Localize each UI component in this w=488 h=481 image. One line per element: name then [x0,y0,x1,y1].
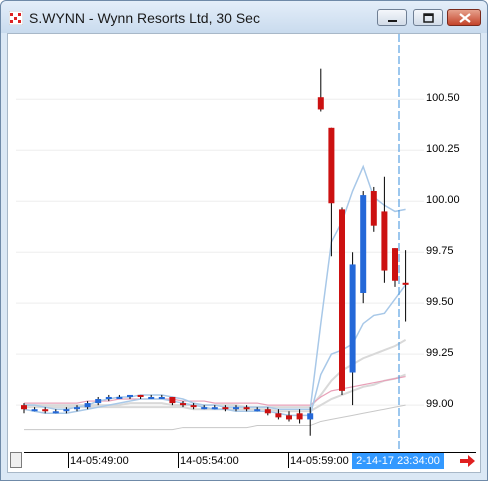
candle-up [233,407,239,410]
candle-up [254,409,261,412]
candle-up [95,399,102,404]
price-tick-label: 100.00 [426,194,460,207]
price-tick-label: 100.25 [426,143,460,156]
time-tick-label: 14-05:54:00 [180,455,239,467]
price-tick-label: 99.00 [426,398,454,411]
time-tick-mark [68,452,69,468]
chart-area [7,33,481,473]
candle-up [211,407,218,410]
moving-average-gray-upper [24,339,407,409]
candle-down [317,97,324,110]
moving-average-blue-upper [24,164,406,410]
candle-down [381,211,388,271]
price-tick-label: 99.75 [426,245,454,258]
candle-down [328,127,335,204]
candle-up [105,396,112,400]
candle-down [42,409,49,412]
candle-up [307,413,314,420]
scroll-left-box[interactable] [10,452,22,468]
app-icon [9,11,23,25]
candle-down [169,396,176,404]
candle-up [63,409,70,412]
time-tick-label: 14-05:49:00 [70,455,129,467]
time-tick-label: 14-05:59:00 [290,455,349,467]
candle-down [370,191,377,226]
price-tick-label: 100.50 [426,92,460,105]
candle-down [21,405,27,410]
candle-down [180,403,186,406]
candle-down [190,405,197,408]
candle-up [148,396,155,399]
title-bar[interactable]: S.WYNN - Wynn Resorts Ltd, 30 Sec [1,1,487,33]
price-tick-label: 99.25 [426,347,454,360]
candle-up [116,396,123,399]
maximize-icon [423,13,434,23]
time-tick-mark [178,452,179,468]
close-button[interactable] [447,9,481,26]
candle-down [402,282,409,285]
candle-down [339,209,345,391]
minimize-button[interactable] [377,9,407,26]
candle-up [158,396,165,399]
close-icon [459,13,471,23]
candle-up [127,394,133,397]
candle-up [31,409,38,412]
moving-average-blue-lower [23,284,407,417]
candle-down [296,413,303,420]
candle-up [360,195,367,293]
moving-average-long [24,404,406,431]
time-tick-mark [288,452,289,468]
arrow-right-icon[interactable] [458,453,476,469]
minimize-icon [388,20,397,22]
candle-up [84,403,91,408]
candle-down [137,394,144,397]
candle-up [74,407,80,410]
candle-down [264,409,271,414]
maximize-button[interactable] [413,9,443,26]
candle-down [392,248,398,281]
candle-down [286,415,292,420]
candle-down [275,413,282,418]
candle-down [243,407,250,410]
candle-up [52,411,59,414]
candle-up [349,264,356,373]
moving-average-pink [24,375,406,406]
price-tick-label: 99.50 [426,296,454,309]
candle-up [201,407,208,410]
window-title: S.WYNN - Wynn Resorts Ltd, 30 Sec [29,10,260,26]
candle-down [222,407,229,410]
price-plot[interactable] [16,34,424,450]
cursor-time-label: 2-14-17 23:34:00 [352,453,444,469]
